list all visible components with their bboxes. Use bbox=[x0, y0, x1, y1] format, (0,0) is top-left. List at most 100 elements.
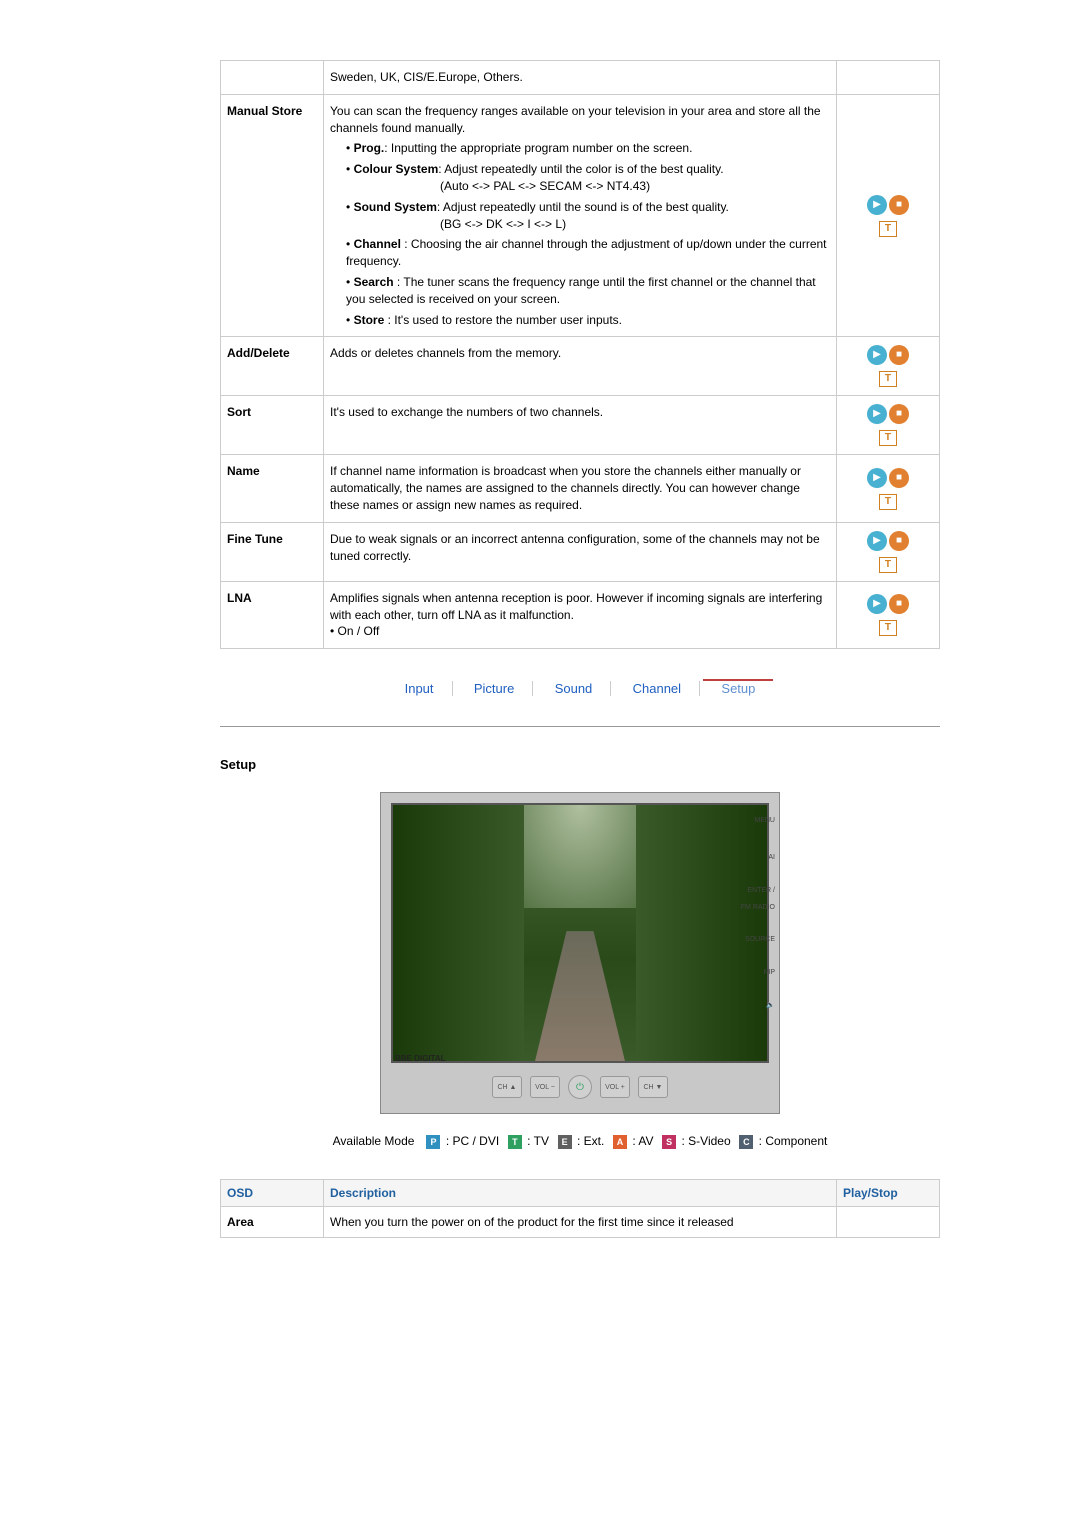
header-playstop: Play/Stop bbox=[837, 1180, 940, 1207]
badge-c-text: : Component bbox=[759, 1134, 828, 1148]
stop-icon[interactable]: ■ bbox=[889, 531, 909, 551]
play-icon[interactable]: ▶ bbox=[867, 594, 887, 614]
side-pip-label: PIP bbox=[741, 965, 775, 982]
store-text: : It's used to restore the number user i… bbox=[384, 313, 622, 327]
monitor-illustration: MENU AI ENTER / FM RADIO SOURCE PIP 🔈 BB… bbox=[220, 792, 940, 1114]
monitor-frame: MENU AI ENTER / FM RADIO SOURCE PIP 🔈 BB… bbox=[380, 792, 780, 1114]
prog-text: : Inputting the appropriate program numb… bbox=[384, 141, 692, 155]
vol-plus-button[interactable]: VOL + bbox=[600, 1076, 630, 1098]
manual-store-icons: ▶ ■ T bbox=[836, 94, 939, 337]
sort-desc: It's used to exchange the numbers of two… bbox=[324, 396, 837, 455]
badge-p-text: : PC / DVI bbox=[446, 1134, 499, 1148]
stop-icon[interactable]: ■ bbox=[889, 468, 909, 488]
add-delete-desc: Adds or deletes channels from the memory… bbox=[324, 337, 837, 396]
fine-tune-icons: ▶■ T bbox=[836, 522, 939, 581]
badge-a-text: : AV bbox=[632, 1134, 653, 1148]
colour-sub: (Auto <-> PAL <-> SECAM <-> NT4.43) bbox=[330, 178, 830, 195]
fine-tune-desc: Due to weak signals or an incorrect ante… bbox=[324, 522, 837, 581]
setup-title: Setup bbox=[220, 757, 950, 772]
play-icon[interactable]: ▶ bbox=[867, 531, 887, 551]
ch-up-button[interactable]: CH ▲ bbox=[492, 1076, 522, 1098]
name-icons: ▶■ T bbox=[836, 455, 939, 522]
lna-icons: ▶■ T bbox=[836, 581, 939, 648]
channel-text: : Choosing the air channel through the a… bbox=[346, 237, 827, 268]
power-button[interactable]: ⏻ bbox=[568, 1075, 592, 1099]
play-icon[interactable]: ▶ bbox=[867, 195, 887, 215]
mode-t-icon: T bbox=[879, 430, 897, 446]
vol-minus-button[interactable]: VOL − bbox=[530, 1076, 560, 1098]
mode-t-icon: T bbox=[879, 620, 897, 636]
sort-label: Sort bbox=[221, 396, 324, 455]
badge-s: S bbox=[662, 1135, 676, 1149]
colour-label: Colour System bbox=[354, 162, 439, 176]
sound-text: : Adjust repeatedly until the sound is o… bbox=[437, 200, 729, 214]
lna-option: • On / Off bbox=[330, 624, 379, 638]
side-menu-label: MENU bbox=[741, 813, 775, 830]
channel-bullet: • Channel : Choosing the air channel thr… bbox=[330, 236, 830, 270]
available-mode-legend: Available Mode P : PC / DVI T : TV E : E… bbox=[220, 1134, 940, 1149]
play-stop-group: ▶ ■ bbox=[867, 195, 909, 215]
side-ai-label: AI bbox=[741, 850, 775, 867]
name-label: Name bbox=[221, 455, 324, 522]
prev-row-remainder: Sweden, UK, CIS/E.Europe, Others. bbox=[324, 61, 837, 95]
tab-picture[interactable]: Picture bbox=[456, 681, 533, 696]
screen-path bbox=[535, 931, 625, 1061]
nav-tabs: Input Picture Sound Channel Setup bbox=[220, 679, 940, 696]
badge-t-text: : TV bbox=[527, 1134, 549, 1148]
stop-icon[interactable]: ■ bbox=[889, 594, 909, 614]
fine-tune-label: Fine Tune bbox=[221, 522, 324, 581]
area-desc: When you turn the power on of the produc… bbox=[324, 1207, 837, 1238]
monitor-screen bbox=[391, 803, 769, 1063]
side-source-label: SOURCE bbox=[741, 932, 775, 949]
channel-settings-table: Sweden, UK, CIS/E.Europe, Others. Manual… bbox=[220, 60, 940, 649]
prev-row-label bbox=[221, 61, 324, 95]
mode-t-icon: T bbox=[879, 494, 897, 510]
screen-foliage-left bbox=[393, 805, 524, 1061]
play-icon[interactable]: ▶ bbox=[867, 345, 887, 365]
prev-row-icons bbox=[836, 61, 939, 95]
sound-label: Sound System bbox=[354, 200, 437, 214]
stop-icon[interactable]: ■ bbox=[889, 404, 909, 424]
badge-s-text: : S-Video bbox=[681, 1134, 730, 1148]
screen-sky bbox=[505, 805, 655, 907]
sort-icons: ▶■ T bbox=[836, 396, 939, 455]
stop-icon[interactable]: ■ bbox=[889, 345, 909, 365]
side-enter-label: ENTER / FM RADIO bbox=[741, 883, 775, 917]
manual-store-intro: You can scan the frequency ranges availa… bbox=[330, 104, 821, 135]
search-label: Search bbox=[354, 275, 394, 289]
tab-channel[interactable]: Channel bbox=[615, 681, 700, 696]
ch-down-button[interactable]: CH ▼ bbox=[638, 1076, 668, 1098]
mode-t-icon: T bbox=[879, 221, 897, 237]
lna-label: LNA bbox=[221, 581, 324, 648]
play-icon[interactable]: ▶ bbox=[867, 404, 887, 424]
area-label: Area bbox=[221, 1207, 324, 1238]
badge-e-text: : Ext. bbox=[577, 1134, 604, 1148]
lna-text: Amplifies signals when antenna reception… bbox=[330, 591, 822, 622]
badge-e: E bbox=[558, 1135, 572, 1149]
available-mode-label: Available Mode bbox=[333, 1134, 415, 1148]
channel-label: Channel bbox=[354, 237, 401, 251]
side-speaker-icon: 🔈 bbox=[741, 998, 775, 1015]
add-delete-icons: ▶■ T bbox=[836, 337, 939, 396]
tab-setup[interactable]: Setup bbox=[703, 679, 773, 696]
sound-bullet: • Sound System: Adjust repeatedly until … bbox=[330, 199, 830, 216]
manual-store-label: Manual Store bbox=[221, 94, 324, 337]
monitor-side-labels: MENU AI ENTER / FM RADIO SOURCE PIP 🔈 bbox=[741, 813, 775, 1015]
badge-t: T bbox=[508, 1135, 522, 1149]
play-icon[interactable]: ▶ bbox=[867, 468, 887, 488]
lna-desc: Amplifies signals when antenna reception… bbox=[324, 581, 837, 648]
stop-icon[interactable]: ■ bbox=[889, 195, 909, 215]
monitor-controls: CH ▲ VOL − ⏻ VOL + CH ▼ bbox=[381, 1067, 779, 1107]
store-label: Store bbox=[354, 313, 385, 327]
manual-store-desc: You can scan the frequency ranges availa… bbox=[324, 94, 837, 337]
tab-sound[interactable]: Sound bbox=[537, 681, 612, 696]
store-bullet: • Store : It's used to restore the numbe… bbox=[330, 312, 830, 329]
setup-table: OSD Description Play/Stop Area When you … bbox=[220, 1179, 940, 1238]
prog-label: Prog. bbox=[354, 141, 385, 155]
tab-input[interactable]: Input bbox=[387, 681, 453, 696]
badge-a: A bbox=[613, 1135, 627, 1149]
sound-sub: (BG <-> DK <-> I <-> L) bbox=[330, 216, 830, 233]
mode-t-icon: T bbox=[879, 557, 897, 573]
monitor-logo: BBE DIGITAL bbox=[395, 1054, 446, 1063]
search-bullet: • Search : The tuner scans the frequency… bbox=[330, 274, 830, 308]
